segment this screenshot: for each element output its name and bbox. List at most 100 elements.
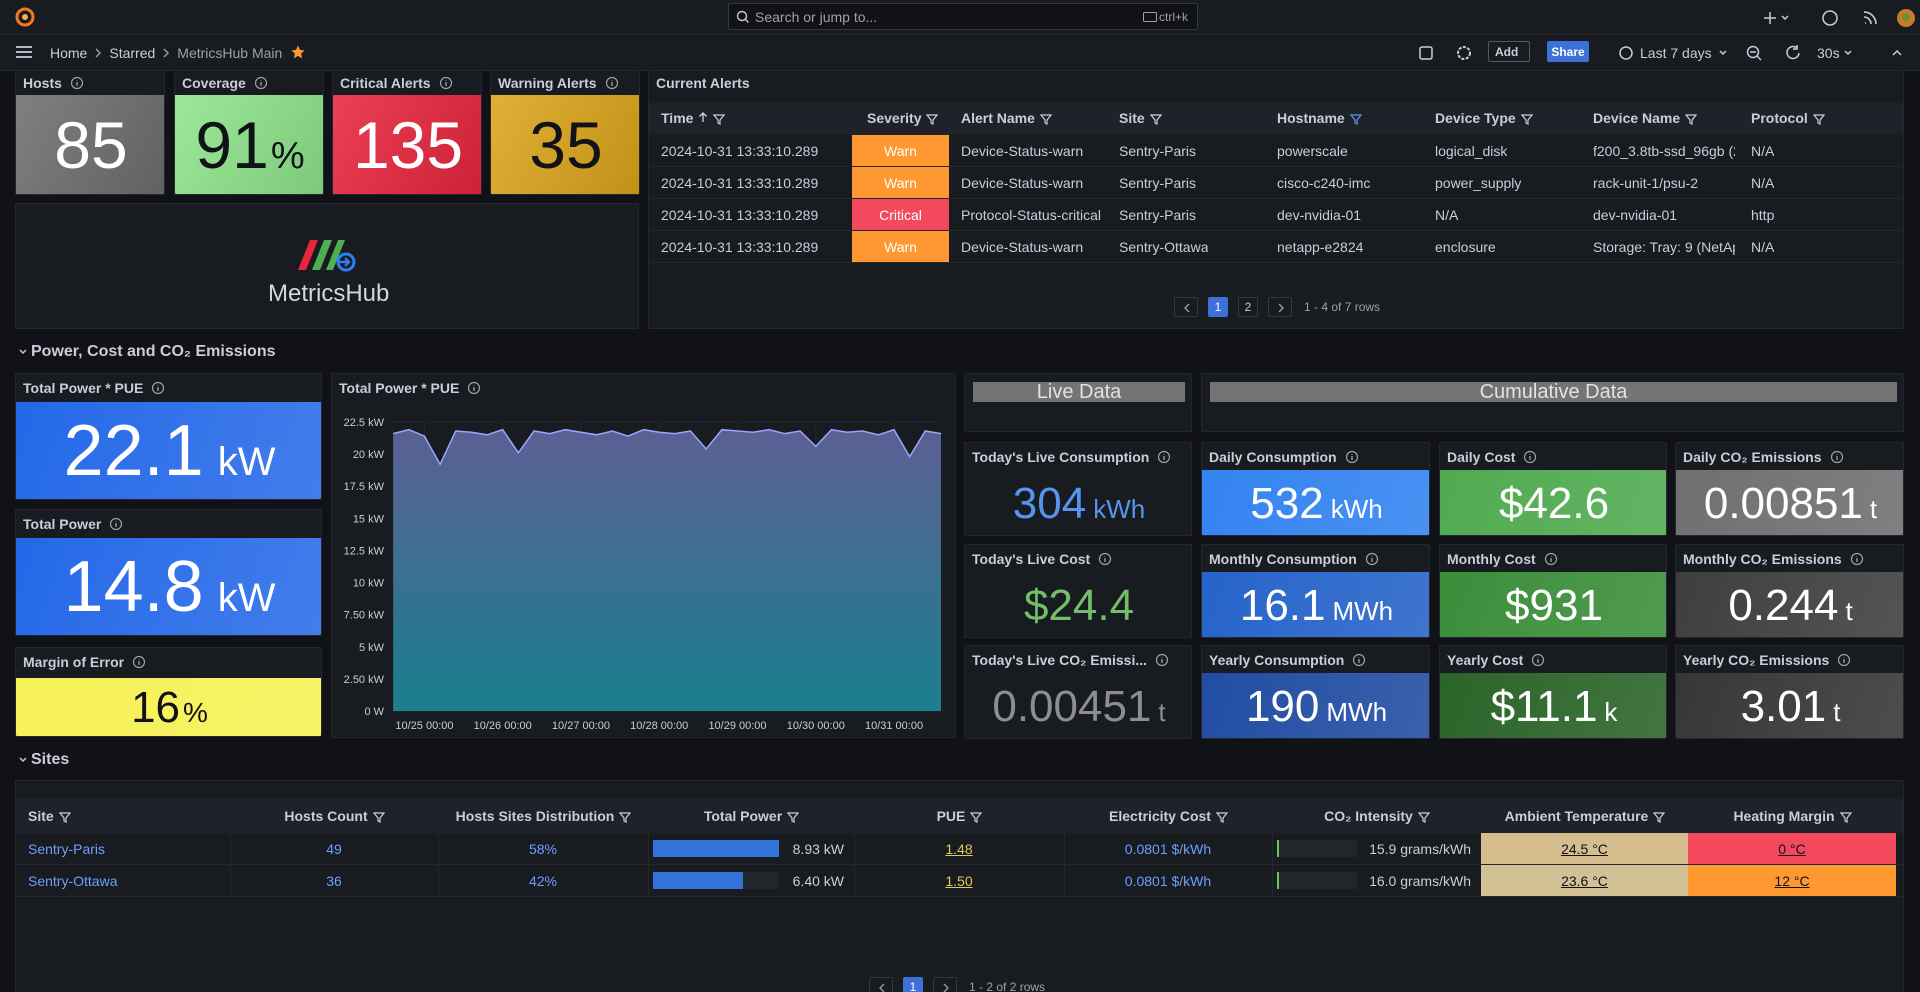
info-icon-part bbox=[1524, 450, 1537, 464]
filter-icon-part bbox=[1812, 114, 1826, 125]
filter-icon[interactable] bbox=[970, 811, 983, 823]
column-header[interactable]: Hostname bbox=[1277, 110, 1345, 126]
collapse-icon[interactable] bbox=[18, 346, 28, 358]
table-cell: enclosure bbox=[1435, 239, 1496, 255]
info-icon-wrap bbox=[1544, 552, 1558, 566]
row-divider bbox=[16, 896, 1903, 897]
stat-panel: Today's Live Cost $24.4 bbox=[964, 544, 1192, 638]
column-header[interactable]: Hosts Count bbox=[284, 808, 368, 824]
stat-panel: Daily CO₂ Emissions 0.00851 t bbox=[1675, 442, 1904, 536]
filter-icon[interactable] bbox=[1349, 113, 1362, 125]
stat-unit: kWh bbox=[1330, 494, 1383, 524]
site-link[interactable]: Sentry-Paris bbox=[28, 841, 106, 857]
column-header[interactable]: Device Type bbox=[1435, 110, 1516, 126]
breadcrumb-item[interactable]: MetricsHub Main bbox=[177, 45, 283, 61]
filter-icon[interactable] bbox=[1520, 113, 1533, 125]
next-icon-wrap bbox=[1276, 302, 1286, 314]
stat-value-box: 14.8 kW bbox=[16, 538, 321, 635]
page-button[interactable]: 1 bbox=[903, 977, 923, 992]
column-header[interactable]: Heating Margin bbox=[1733, 808, 1835, 824]
refresh-interval[interactable]: 30s bbox=[1817, 45, 1840, 61]
filter-icon[interactable] bbox=[1839, 811, 1852, 823]
star-icon[interactable] bbox=[290, 44, 306, 60]
chevron bbox=[1844, 49, 1902, 56]
table-cell: power_supply bbox=[1435, 175, 1522, 191]
filter-icon-wrap bbox=[926, 113, 939, 125]
stat-title: Yearly Cost bbox=[1447, 652, 1524, 668]
column-header[interactable]: Ambient Temperature bbox=[1504, 808, 1649, 824]
filter-icon[interactable] bbox=[926, 113, 939, 125]
stat-title: Yearly Consumption bbox=[1209, 652, 1345, 668]
time-range[interactable]: Last 7 days bbox=[1640, 45, 1712, 61]
filter-icon[interactable] bbox=[1417, 811, 1431, 823]
gauge-track bbox=[1277, 872, 1357, 889]
stat-panel: Total Power * PUE 22.1 kW bbox=[15, 373, 322, 500]
pagination-next[interactable] bbox=[933, 977, 957, 992]
filter-icon[interactable] bbox=[713, 113, 726, 125]
column-header[interactable]: Time bbox=[661, 110, 694, 126]
alerts-panel: Current Alerts Time Severity Alert Name Site… bbox=[648, 70, 1904, 329]
gauge-bar bbox=[1277, 872, 1279, 889]
filter-icon[interactable] bbox=[58, 811, 71, 823]
column-header[interactable]: Total Power bbox=[703, 808, 783, 824]
prev-icon-wrap bbox=[877, 982, 887, 992]
filter-icon[interactable] bbox=[1812, 113, 1826, 125]
star bbox=[291, 45, 305, 59]
column-header[interactable]: Site bbox=[1119, 110, 1145, 126]
severity-text: Warn bbox=[884, 238, 917, 255]
severity-text: Warn bbox=[884, 142, 917, 159]
stat-value: 0.244 bbox=[1728, 581, 1839, 630]
filter-icon[interactable] bbox=[1149, 113, 1162, 125]
column-header[interactable]: Electricity Cost bbox=[1109, 808, 1211, 824]
filter-icon[interactable] bbox=[372, 811, 385, 823]
filter-icon[interactable] bbox=[1039, 113, 1053, 125]
y-tick-label: 20 kW bbox=[353, 449, 385, 461]
pagination-prev[interactable] bbox=[869, 977, 893, 992]
column-header[interactable]: Protocol bbox=[1751, 110, 1808, 126]
page-button[interactable]: 1 bbox=[1208, 297, 1228, 317]
info-icon bbox=[1099, 552, 1112, 566]
y-tick-label: 17.5 kW bbox=[344, 481, 385, 493]
filter-icon[interactable] bbox=[786, 811, 800, 823]
nav-icons[interactable] bbox=[1415, 42, 1920, 64]
info-icon-wrap bbox=[254, 76, 268, 90]
info-icon-part bbox=[254, 76, 267, 90]
y-tick-label: 2.50 kW bbox=[344, 674, 385, 686]
breadcrumb-item[interactable]: Home bbox=[50, 45, 88, 61]
column-header[interactable]: CO₂ Intensity bbox=[1324, 808, 1413, 824]
right-icons[interactable] bbox=[1760, 7, 1920, 29]
shortcut: ctrl+k bbox=[1159, 10, 1189, 24]
add-button[interactable]: Add bbox=[1488, 41, 1530, 62]
pagination-next[interactable] bbox=[1268, 297, 1292, 317]
stat-value: 16.1 bbox=[1239, 581, 1326, 630]
table-cell: Protocol-Status-critical bbox=[961, 207, 1102, 223]
filter-icon[interactable] bbox=[1215, 811, 1229, 823]
breadcrumb-item[interactable]: Starred bbox=[109, 45, 156, 61]
heating-cell: 12 °C bbox=[1688, 865, 1896, 896]
collapse-icon[interactable] bbox=[18, 754, 28, 766]
filter-icon[interactable] bbox=[619, 811, 632, 823]
filter-icon[interactable] bbox=[1684, 113, 1698, 125]
pagination-prev[interactable] bbox=[1174, 297, 1198, 317]
search-box[interactable]: Search or jump to... ctrl+k bbox=[728, 3, 1198, 30]
column-header[interactable]: Hosts Sites Distribution bbox=[455, 808, 615, 824]
share-button[interactable]: Share bbox=[1547, 41, 1589, 62]
site-link[interactable]: Sentry-Ottawa bbox=[28, 873, 118, 889]
filter-icon[interactable] bbox=[1653, 811, 1666, 823]
filter-icon-wrap bbox=[786, 811, 800, 823]
info-icon bbox=[133, 655, 146, 669]
column-header[interactable]: Severity bbox=[867, 110, 922, 126]
column-header[interactable]: Site bbox=[28, 808, 54, 824]
column-header[interactable]: PUE bbox=[936, 808, 966, 824]
column-header[interactable]: Alert Name bbox=[961, 110, 1035, 126]
column-header[interactable]: Device Name bbox=[1593, 110, 1681, 126]
filter-icon-wrap bbox=[1684, 113, 1698, 125]
info-icon-wrap bbox=[1365, 552, 1379, 566]
save-icon bbox=[1419, 46, 1433, 60]
avatar-face bbox=[1902, 13, 1910, 21]
grafana-logo[interactable] bbox=[14, 6, 36, 28]
table-value: 58% bbox=[528, 840, 558, 857]
page-button[interactable]: 2 bbox=[1238, 297, 1258, 317]
stat-title: Margin of Error bbox=[23, 654, 125, 670]
menu-icon[interactable] bbox=[15, 44, 33, 60]
